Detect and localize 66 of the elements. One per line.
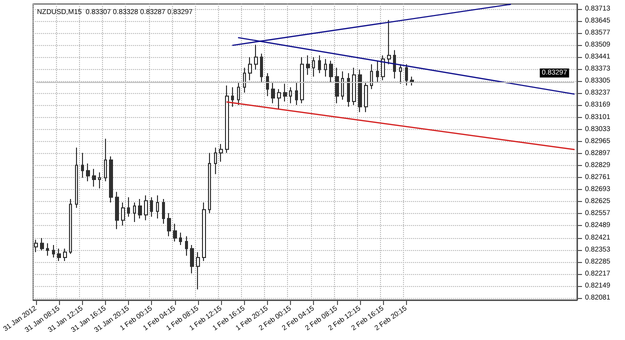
candlestick [271,81,275,104]
candlestick [156,194,159,219]
candlestick [57,248,61,262]
candlestick [260,53,263,82]
candlestick [243,67,246,94]
candlestick [300,56,304,104]
candlestick [324,58,327,78]
candlestick [185,236,188,256]
candlestick [92,168,96,188]
candlestick [115,191,119,230]
candlestick [109,156,113,204]
candlestick [81,152,84,178]
candlestick [214,147,217,175]
candlestick [381,54,385,81]
candlestick [162,198,165,224]
candlestick [150,196,153,218]
candlestick [358,69,362,113]
candlestick [86,163,90,182]
candlestick [69,198,72,254]
candlestick [190,244,194,274]
candlestick [318,54,321,74]
candlestick [225,85,229,154]
candlestick [364,81,368,113]
candlestick [352,67,356,106]
candlestick [46,242,49,256]
candlestick [370,64,373,90]
candlestick [104,138,107,182]
candlestick [387,19,391,65]
candlestick [173,223,177,242]
candlestick [405,64,408,86]
candlestick [237,81,240,106]
candlestick [393,50,396,79]
candlestick [40,237,44,251]
candlestick [63,248,67,262]
candlestick [295,81,298,106]
candlestick [138,198,142,219]
candlestick [219,144,223,162]
candlestick [202,202,206,262]
candlestick [277,88,281,110]
candlestick [231,86,234,108]
candlestick [52,244,55,258]
candlestick [335,67,339,104]
candlestick [121,202,125,226]
candlestick [167,212,171,237]
candlestick [266,72,269,97]
candlestick [75,147,78,208]
candlestick [254,44,258,70]
candlestick [347,72,350,108]
candlestick [399,64,402,84]
candlestick [289,86,292,104]
candlestick [208,152,211,214]
candlestick [341,70,344,100]
candlestick [312,56,315,78]
candlestick [98,172,101,189]
candlestick [248,56,252,81]
candlestick [127,196,130,218]
candlestick [410,76,414,86]
candlestick [133,202,136,223]
candlestick [196,252,200,290]
candlestick [144,194,148,221]
candlestick [329,60,333,82]
candlestick [306,54,310,76]
candlestick [283,83,287,102]
candlestick [179,232,182,246]
candlestick [34,239,38,253]
candlestick [376,60,379,82]
